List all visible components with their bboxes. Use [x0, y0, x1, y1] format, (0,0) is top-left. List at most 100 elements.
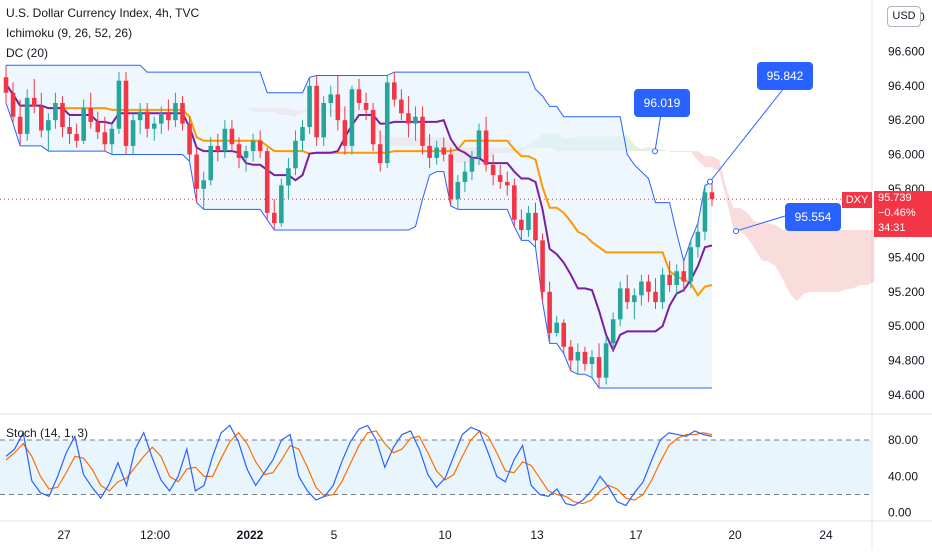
callout-95842[interactable]: 95.842	[757, 62, 813, 90]
candle	[10, 82, 16, 124]
candle-body	[194, 154, 199, 189]
candle-body	[363, 103, 369, 110]
price-tick-label: 96.400	[888, 79, 925, 93]
ichimoku-base-line	[5, 83, 713, 298]
candle-body	[384, 82, 390, 164]
stoch-tick-label: 80.00	[888, 433, 918, 447]
candle	[646, 274, 651, 303]
cloud-segment	[662, 149, 670, 152]
donchian-channel	[5, 64, 713, 389]
candle-body	[342, 120, 348, 146]
candle	[130, 113, 136, 155]
candle	[116, 72, 122, 134]
price-tick-label: 96.000	[888, 148, 925, 162]
callout-lines	[652, 87, 786, 235]
candle	[455, 175, 461, 210]
cloud-segment	[782, 230, 790, 294]
candle-body	[420, 116, 425, 146]
currency-button[interactable]: USD	[887, 6, 921, 27]
donchian-upper	[6, 64, 713, 263]
callout-anchor	[733, 228, 739, 235]
candle	[512, 178, 517, 227]
candle-body	[497, 175, 503, 182]
candle-body	[483, 130, 489, 165]
cloud-segment	[676, 151, 684, 152]
cloud-segment	[867, 230, 875, 285]
cloud-segment	[627, 135, 635, 152]
time-tick-label: 5	[331, 528, 338, 542]
candle-body	[490, 164, 496, 176]
candle-body	[547, 291, 552, 334]
candle	[293, 130, 298, 176]
donchian-fill	[6, 65, 712, 388]
stoch-legend[interactable]: Stoch (14, 1, 3)	[6, 426, 89, 440]
candle	[335, 75, 341, 131]
cloud-segment	[860, 230, 868, 285]
candle-body	[533, 212, 538, 241]
candle	[257, 130, 263, 158]
candle	[688, 240, 694, 289]
candle-body	[222, 128, 228, 152]
symbol-tag: DXY	[842, 192, 872, 208]
candle-body	[392, 82, 397, 100]
candle-body	[695, 231, 701, 248]
cloud-segment	[641, 146, 649, 152]
time-tick-label: 20	[728, 528, 742, 542]
callout-95554[interactable]: 95.554	[785, 203, 841, 231]
candle-body	[519, 219, 524, 231]
last-price-change: −0.46%	[878, 207, 916, 219]
candle-body	[526, 212, 531, 231]
cloud-segment	[726, 187, 734, 229]
candle-body	[356, 89, 362, 103]
candle	[137, 103, 143, 134]
candle-body	[137, 111, 143, 121]
candle	[561, 319, 567, 354]
candle	[617, 281, 623, 327]
candle	[476, 123, 482, 165]
candle	[660, 267, 665, 309]
candle-body	[39, 106, 44, 131]
cloud-segment	[704, 156, 712, 168]
cloud-segment	[853, 230, 861, 289]
candle-body	[53, 103, 58, 121]
cloud-segment	[761, 223, 769, 262]
candle	[46, 113, 51, 152]
candle	[102, 116, 108, 152]
candle-body	[187, 123, 192, 155]
candle-body	[377, 144, 383, 164]
candle-body	[271, 212, 277, 224]
candle-body	[653, 291, 658, 303]
candle-body	[159, 113, 164, 124]
candle	[681, 260, 687, 292]
candle	[321, 96, 326, 146]
time-tick-label: 2022	[237, 528, 264, 542]
ichimoku-lines	[0, 83, 872, 353]
candle-body	[257, 140, 263, 152]
candle	[300, 120, 305, 152]
candle	[279, 178, 284, 227]
candle	[173, 92, 178, 128]
candle	[208, 137, 214, 186]
candle-body	[617, 288, 623, 320]
stoch-k-line	[5, 424, 713, 507]
candle-body	[201, 180, 206, 189]
candle	[81, 99, 86, 145]
candle-body	[10, 92, 16, 117]
candle-body	[24, 97, 30, 134]
candle-body	[370, 109, 376, 145]
candle	[427, 133, 432, 169]
cloud-segment	[669, 151, 677, 152]
candle-body	[441, 147, 447, 155]
candle-body	[116, 80, 122, 129]
candle	[222, 120, 228, 158]
callout-96019[interactable]: 96.019	[634, 89, 690, 117]
ichimoku-legend[interactable]: Ichimoku (9, 26, 52, 26)	[6, 26, 133, 40]
cloud-segment	[697, 151, 705, 168]
candle	[151, 116, 157, 141]
candle-body	[674, 271, 679, 285]
dc-legend[interactable]: DC (20)	[6, 46, 49, 60]
candle	[229, 120, 235, 152]
candle-body	[74, 133, 79, 141]
price-tick-label: 95.400	[888, 251, 925, 265]
